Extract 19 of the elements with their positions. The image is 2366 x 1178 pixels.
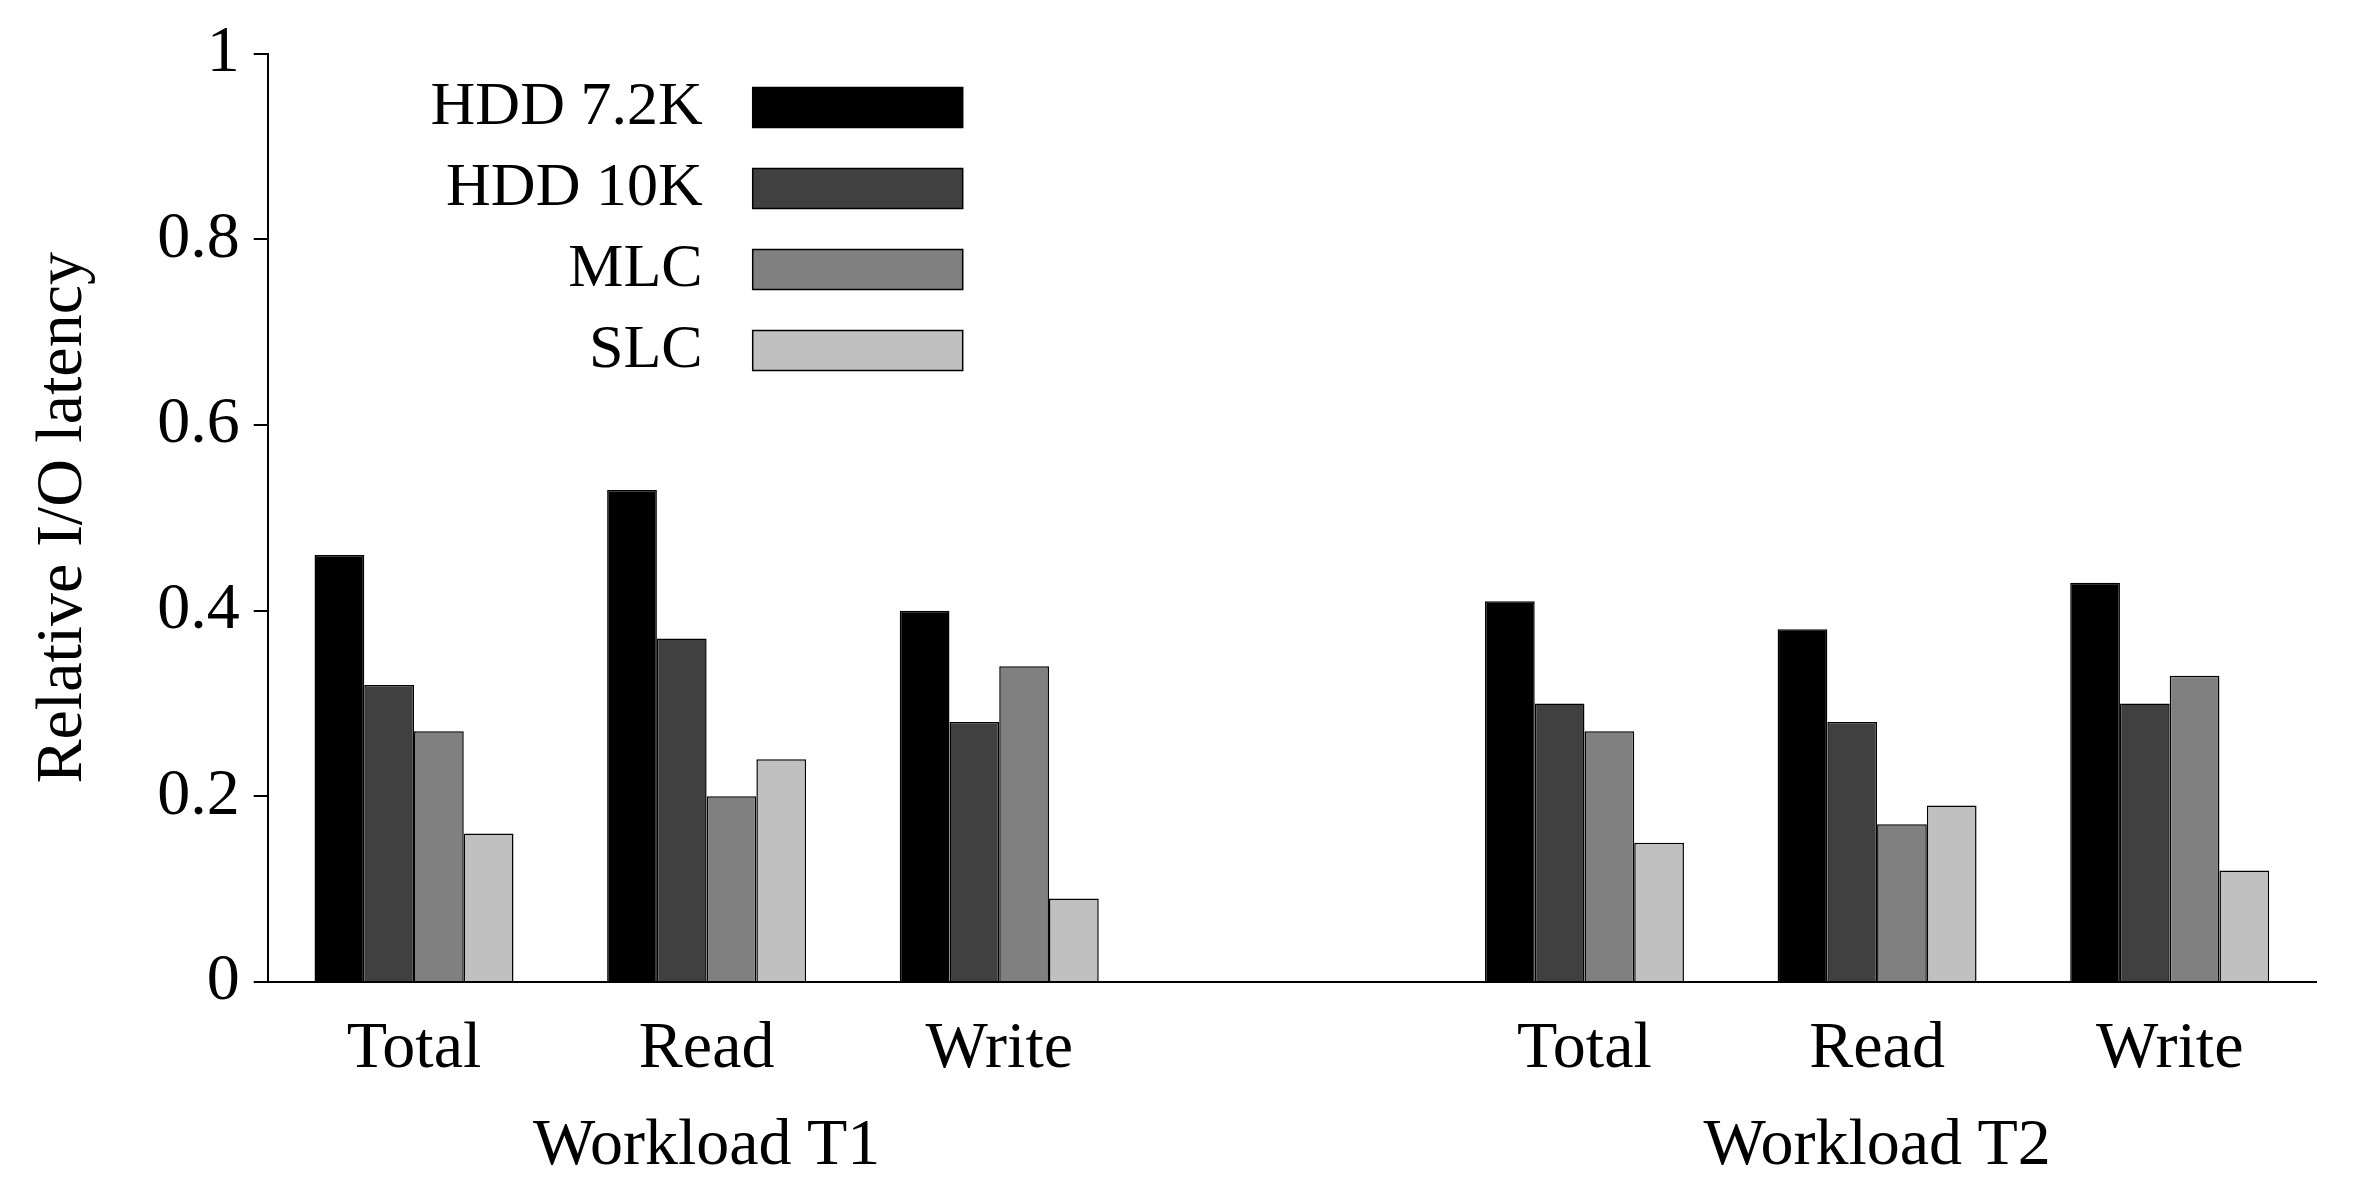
y-tick-label: 1 xyxy=(206,11,240,85)
text: Workload T2 xyxy=(1703,1105,2051,1178)
legend-label: HDD 10K xyxy=(446,149,703,218)
x-tick-label: Read xyxy=(638,1007,775,1081)
y-axis-title: Relative I/O latency xyxy=(21,252,95,784)
text: Workload T1 xyxy=(533,1105,881,1178)
x-tick-label: Total xyxy=(1517,1007,1652,1081)
legend-label: MLC xyxy=(568,230,703,299)
y-tick-label: 0.6 xyxy=(157,383,240,457)
y-tick-label: 0 xyxy=(206,940,240,1014)
x-tick-label: Read xyxy=(1809,1007,1945,1081)
x-tick-label: Write xyxy=(2095,1007,2244,1081)
legend-label: SLC xyxy=(588,311,703,380)
x-tick-label: Write xyxy=(925,1007,1074,1081)
y-tick-label: 0.4 xyxy=(157,568,240,642)
x-tick-label: Total xyxy=(346,1007,482,1081)
y-tick-label: 0.8 xyxy=(157,197,240,271)
y-tick-label: 0.2 xyxy=(157,754,240,828)
legend-label: HDD 7.2K xyxy=(430,68,703,137)
